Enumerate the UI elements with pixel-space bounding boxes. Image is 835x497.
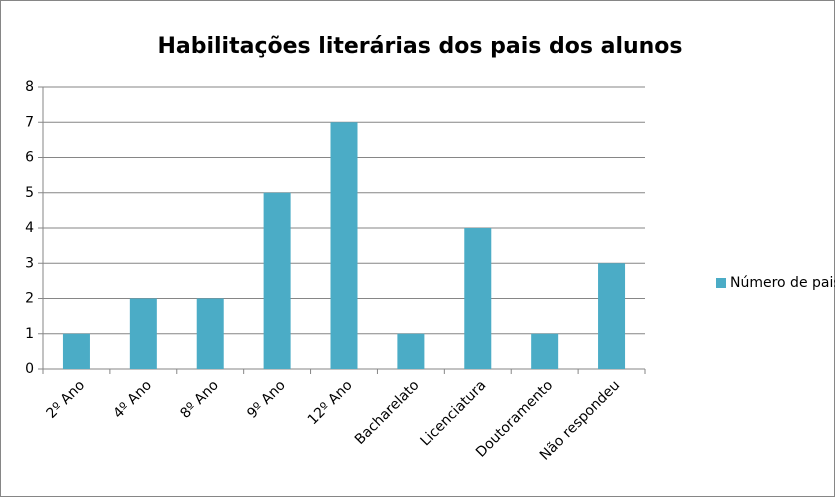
y-tick-label: 7 (25, 114, 34, 130)
y-tick-label: 6 (25, 150, 34, 166)
bar (129, 298, 157, 369)
legend-swatch (716, 278, 726, 288)
y-tick-label: 8 (25, 79, 34, 95)
y-tick-label: 2 (25, 291, 34, 307)
legend-label: Número de pais (730, 275, 835, 291)
bar (598, 263, 626, 369)
bar (62, 333, 90, 369)
bar (330, 122, 358, 369)
bar (464, 228, 492, 369)
bar (196, 298, 224, 369)
bar (531, 333, 559, 369)
bar (263, 192, 291, 369)
bar (397, 333, 425, 369)
chart-title: Habilitações literárias dos pais dos alu… (157, 34, 682, 59)
y-tick-label: 0 (25, 361, 34, 377)
y-tick-label: 4 (25, 220, 34, 236)
y-tick-label: 3 (25, 255, 34, 271)
y-tick-label: 5 (25, 185, 34, 201)
y-tick-label: 1 (25, 326, 34, 342)
